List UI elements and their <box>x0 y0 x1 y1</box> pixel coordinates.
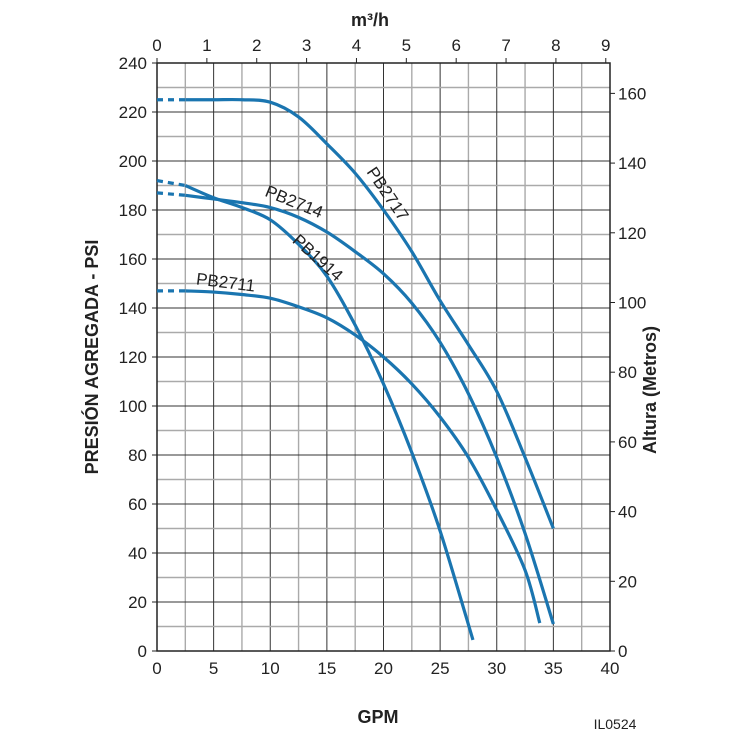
curve-pb2711 <box>185 289 542 624</box>
grid <box>157 63 610 651</box>
y2-tick-label: 60 <box>618 433 637 452</box>
y-tick-label: 240 <box>119 54 147 73</box>
x-tick-label: 20 <box>374 659 393 678</box>
x2-tick-label: 8 <box>551 36 560 55</box>
curve-dashed-pb1914 <box>156 179 186 188</box>
x2-tick-label: 7 <box>501 36 510 55</box>
y-tick-label: 0 <box>138 642 147 661</box>
x2-tick-label: 1 <box>202 36 211 55</box>
figure-code: IL0524 <box>594 716 637 732</box>
x-tick-label: 30 <box>487 659 506 678</box>
y-tick-label: 20 <box>128 593 147 612</box>
x-tick-label: 25 <box>431 659 450 678</box>
curve-pb2717 <box>185 97 555 530</box>
y2-tick-label: 140 <box>618 154 646 173</box>
x-tick-label: 15 <box>317 659 336 678</box>
y2-tick-label: 20 <box>618 572 637 591</box>
x2-tick-label: 6 <box>451 36 460 55</box>
y-tick-label: 200 <box>119 152 147 171</box>
y-tick-label: 80 <box>128 446 147 465</box>
x2-tick-label: 3 <box>302 36 311 55</box>
x2-tick-label: 4 <box>352 36 361 55</box>
x-tick-label: 0 <box>152 659 161 678</box>
y-tick-label: 180 <box>119 201 147 220</box>
y-tick-label: 40 <box>128 544 147 563</box>
y-tick-label: 100 <box>119 397 147 416</box>
x2-axis-label: m³/h <box>351 10 389 30</box>
axes: 0 5 10 15 20 25 30 35 40020406080100120140160180… <box>81 10 660 732</box>
x-tick-label: 40 <box>601 659 620 678</box>
x-tick-label: 5 <box>209 659 218 678</box>
x2-tick-label: 9 <box>601 36 610 55</box>
y-tick-label: 120 <box>119 348 147 367</box>
x-axis-label: GPM <box>357 707 398 727</box>
y2-tick-label: 160 <box>618 84 646 103</box>
x-tick-label: 35 <box>544 659 563 678</box>
x-tick-label: 10 <box>261 659 280 678</box>
y-tick-label: 60 <box>128 495 147 514</box>
y2-tick-label: 40 <box>618 503 637 522</box>
y-tick-label: 140 <box>119 299 147 318</box>
curve-dashed-pb2714 <box>156 191 186 197</box>
y-tick-label: 160 <box>119 250 147 269</box>
curve-pb2714 <box>185 193 555 625</box>
x2-tick-label: 2 <box>252 36 261 55</box>
y2-tick-label: 120 <box>618 224 646 243</box>
y2-axis-label: Altura (Metros) <box>640 326 660 454</box>
y2-tick-label: 100 <box>618 293 646 312</box>
y2-tick-label: 0 <box>618 642 627 661</box>
curves <box>156 97 555 641</box>
y-axis-label: PRESIÓN AGREGADA - PSI <box>81 240 102 475</box>
curve-pb1914 <box>184 184 475 641</box>
y-tick-label: 220 <box>119 103 147 122</box>
y2-tick-label: 80 <box>618 363 637 382</box>
x2-tick-label: 5 <box>402 36 411 55</box>
x2-tick-label: 0 <box>152 36 161 55</box>
